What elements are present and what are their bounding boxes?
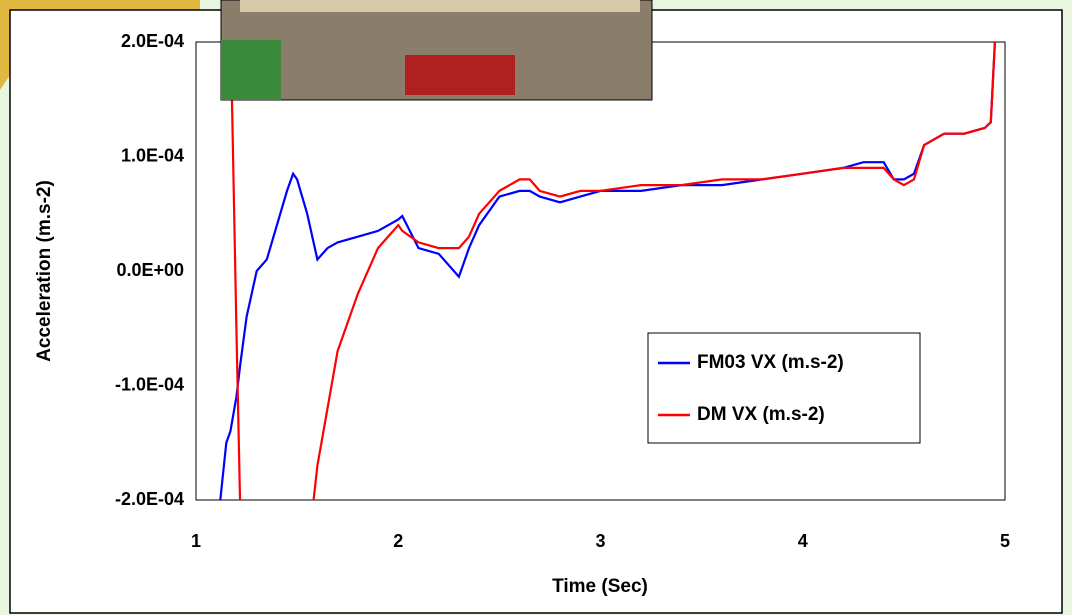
chart-frame bbox=[9, 9, 1063, 614]
legend-label: DM VX (m.s-2) bbox=[697, 404, 825, 425]
y-tick-label: -2.0E-04 bbox=[115, 489, 184, 509]
series-line bbox=[229, 42, 996, 500]
x-tick-label: 4 bbox=[798, 531, 808, 551]
photo-detail bbox=[240, 0, 640, 12]
x-tick-label: 5 bbox=[1000, 531, 1010, 551]
legend bbox=[647, 332, 921, 444]
lines bbox=[219, 42, 996, 500]
photo-detail bbox=[405, 55, 515, 95]
x-tick-label: 2 bbox=[393, 531, 403, 551]
y-tick-label: -1.0E-04 bbox=[115, 374, 184, 394]
y-tick-label: 1.0E-04 bbox=[121, 145, 184, 165]
y-axis-title: Acceleration (m.s-2) bbox=[34, 180, 55, 362]
x-axis-title: Time (Sec) bbox=[552, 576, 648, 597]
y-tick-label: 0.0E+00 bbox=[116, 260, 184, 280]
photo-detail bbox=[221, 40, 281, 100]
labels: -2.0E-04 -1.0E-04 0.0E+00 1.0E-04 2.0E-04 1 2 3… bbox=[115, 31, 1010, 551]
x-tick-label: 3 bbox=[595, 531, 605, 551]
legend-items: FM03 VX (m.s-2) DM VX (m.s-2) bbox=[658, 352, 844, 425]
y-tick-label: 2.0E-04 bbox=[121, 31, 184, 51]
x-tick-label: 1 bbox=[191, 531, 201, 551]
legend-label: FM03 VX (m.s-2) bbox=[697, 352, 844, 373]
